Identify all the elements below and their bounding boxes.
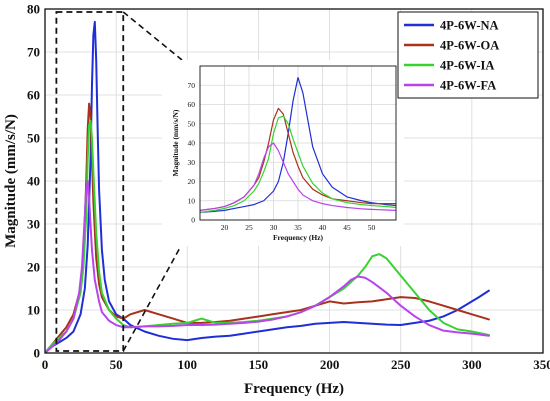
main-series-line-3 bbox=[45, 119, 490, 353]
main-x-tick-label: 200 bbox=[320, 357, 340, 372]
main-y-tick-label: 0 bbox=[34, 346, 41, 361]
inset-x-axis-label: Frequency (Hz) bbox=[273, 233, 324, 242]
main-y-tick-label: 70 bbox=[27, 45, 40, 60]
inset-y-tick-label: 20 bbox=[188, 177, 196, 186]
inset-y-tick-label: 70 bbox=[188, 81, 196, 90]
main-x-axis-label: Frequency (Hz) bbox=[244, 381, 344, 397]
inset-plot-frame bbox=[199, 65, 397, 221]
legend-label-2: 4P-6W-OA bbox=[440, 39, 499, 53]
main-series-line-4 bbox=[45, 180, 490, 353]
inset-x-tick-label: 50 bbox=[368, 223, 376, 232]
inset-y-tick-label: 0 bbox=[191, 216, 195, 225]
main-x-tick-label: 250 bbox=[391, 357, 411, 372]
inset-y-tick-label: 60 bbox=[188, 100, 196, 109]
zoom-connector-bottom bbox=[122, 243, 183, 352]
main-y-tick-label: 60 bbox=[27, 88, 40, 103]
main-x-tick-label: 300 bbox=[462, 357, 482, 372]
zoom-rectangle bbox=[55, 11, 125, 352]
main-series-group bbox=[45, 20, 490, 353]
legend-box bbox=[397, 11, 539, 99]
legend-label-4: 4P-6W-FA bbox=[440, 79, 496, 93]
inset-y-tick-label: 10 bbox=[188, 196, 196, 205]
main-y-axis-label: Magnitude (mm/s/N) bbox=[3, 114, 19, 248]
inset-x-tick-label: 35 bbox=[294, 223, 302, 232]
main-x-tick-label: 350 bbox=[533, 357, 550, 372]
inset-series-line-3 bbox=[200, 115, 396, 213]
main-y-tick-label: 50 bbox=[27, 131, 40, 146]
main-y-tick-label: 40 bbox=[27, 174, 40, 189]
inset-x-tick-label: 25 bbox=[245, 223, 253, 232]
main-x-tick-label: 150 bbox=[249, 357, 269, 372]
inset-x-tick-label: 30 bbox=[270, 223, 278, 232]
main-y-tick-label: 20 bbox=[27, 260, 40, 275]
main-x-tick-label: 0 bbox=[42, 357, 49, 372]
inset-x-tick-label: 40 bbox=[319, 223, 327, 232]
main-y-tick-label: 30 bbox=[27, 217, 40, 232]
main-x-tick-label: 100 bbox=[178, 357, 198, 372]
main-series-line-1 bbox=[45, 20, 490, 353]
inset-plot: 20 25 30 35 40 45 50 0 10 20 30 40 50 60 70 Frequency (… bbox=[162, 60, 404, 246]
main-plot-frame bbox=[44, 8, 544, 354]
zoom-region-box bbox=[55, 11, 183, 352]
main-y-tick-label: 10 bbox=[27, 303, 40, 318]
legend-label-3: 4P-6W-IA bbox=[440, 59, 494, 73]
inset-y-tick-label: 40 bbox=[188, 139, 196, 148]
inset-y-tick-label: 50 bbox=[188, 119, 196, 128]
inset-series-group bbox=[200, 76, 396, 213]
main-x-tick-label: 50 bbox=[110, 357, 123, 372]
zoom-connector-top bbox=[122, 11, 183, 61]
main-y-tick-label: 80 bbox=[27, 2, 40, 17]
inset-y-axis-label: Magnitude (mm/s/N) bbox=[171, 109, 180, 176]
inset-y-tick-label: 30 bbox=[188, 158, 196, 167]
legend: 4P-6W-NA 4P-6W-OA 4P-6W-IA 4P-6W-FA bbox=[397, 11, 539, 99]
legend-label-1: 4P-6W-NA bbox=[440, 19, 499, 33]
inset-series-line-4 bbox=[200, 142, 396, 211]
inset-series-line-1 bbox=[200, 76, 396, 213]
inset-x-tick-label: 45 bbox=[343, 223, 351, 232]
inset-x-tick-label: 20 bbox=[221, 223, 229, 232]
